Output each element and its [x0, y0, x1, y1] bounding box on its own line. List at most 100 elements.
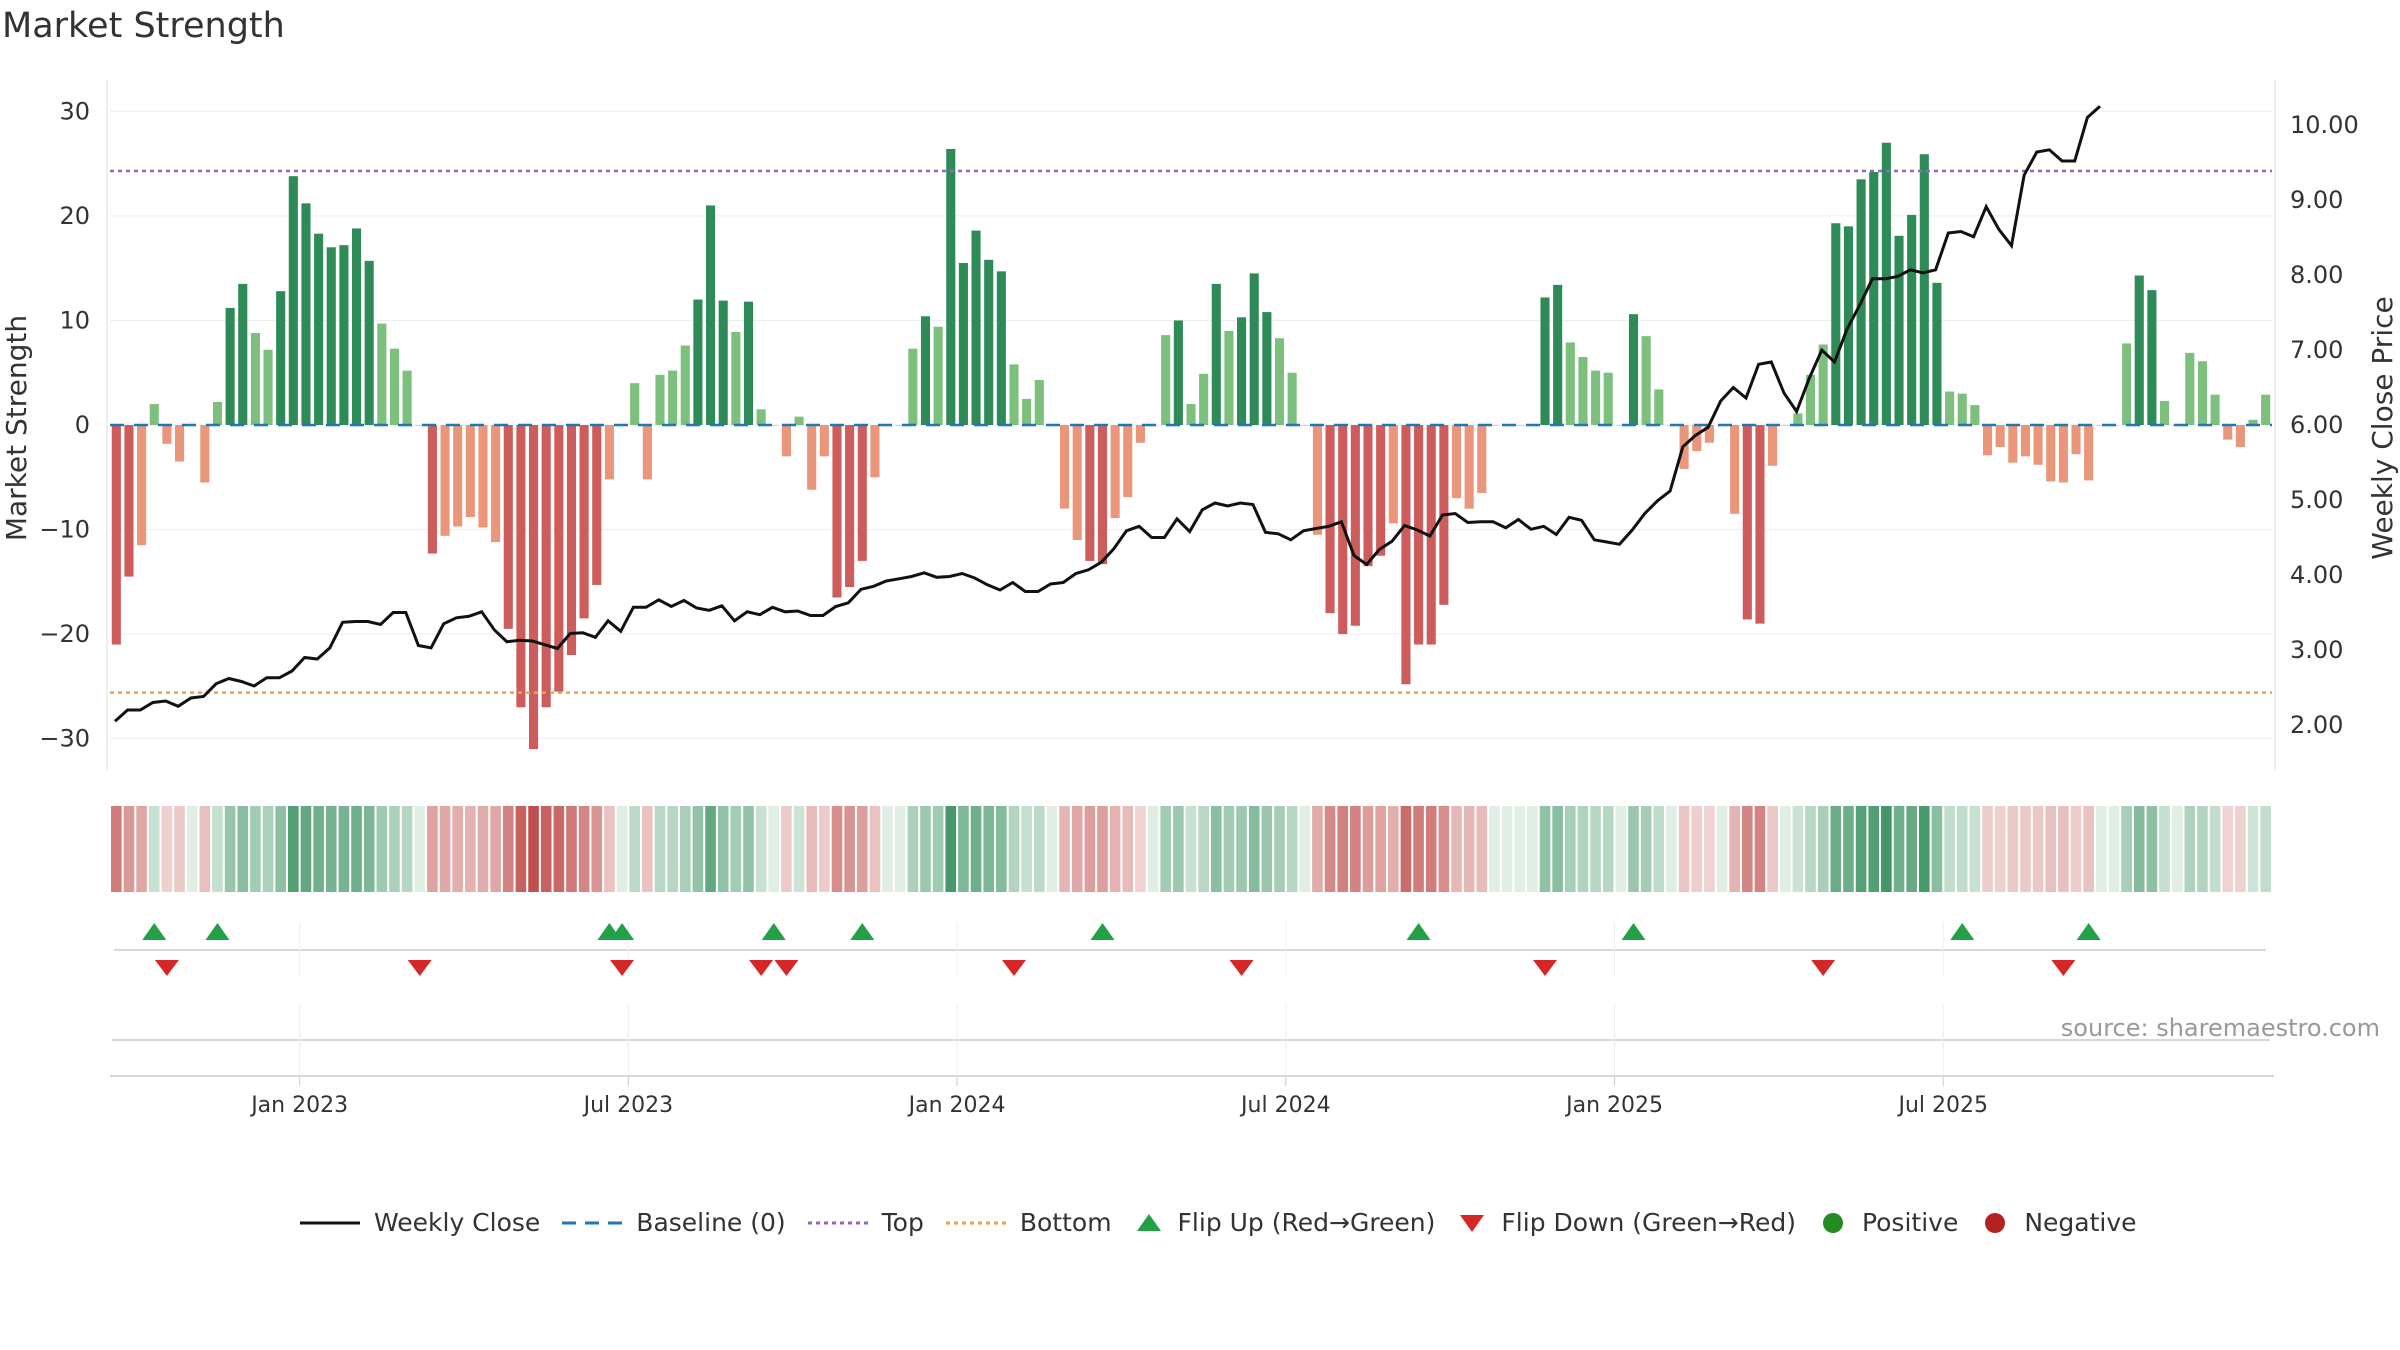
legend-item-bottom[interactable]: Bottom [945, 1208, 1112, 1237]
strength-bar [2020, 425, 2031, 457]
heat-cell [604, 806, 615, 892]
heat-cell [1830, 806, 1842, 892]
red-dot-icon [1985, 1212, 2006, 1233]
y-right-tick-label: 4.00 [2290, 561, 2343, 589]
strength-bar [1603, 372, 1613, 425]
strength-bar [2210, 394, 2220, 425]
legend-item-weekly-close[interactable]: Weekly Close [300, 1208, 540, 1237]
legend-item-negative[interactable]: Negative [1980, 1208, 2137, 1237]
legend-label: Weekly Close [374, 1208, 541, 1237]
legend-item-flip-up[interactable]: Flip Up (Red→Green) [1134, 1208, 1435, 1237]
strength-bar [1704, 425, 1714, 443]
heat-cell [465, 806, 476, 892]
strength-bar [1110, 425, 1120, 519]
heat-cell [1324, 806, 1336, 892]
strength-bar [554, 425, 564, 692]
page-title: Market Strength [2, 6, 285, 46]
legend-item-positive[interactable]: Positive [1818, 1208, 1958, 1237]
heat-cell [819, 806, 830, 892]
heat-cell [1425, 806, 1437, 892]
y-left-tick-label: −20 [39, 620, 90, 648]
strength-bar [389, 348, 400, 425]
y-left-tick-label: −30 [39, 725, 90, 753]
strength-bar [1123, 425, 1133, 498]
legend-label: Positive [1861, 1208, 1959, 1237]
legend-item-top[interactable]: Top [807, 1208, 924, 1237]
heat-cell [389, 806, 400, 892]
legend-item-baseline[interactable]: Baseline (0) [562, 1208, 786, 1237]
heat-cell [490, 806, 501, 892]
line-icon [300, 1221, 360, 1224]
heat-cell [679, 806, 691, 892]
strength-bar [933, 326, 943, 425]
heat-cell [414, 806, 426, 892]
strength-bar [1022, 398, 1032, 425]
heat-cell [161, 806, 173, 892]
strength-bar [162, 425, 172, 444]
legend-label: Top [881, 1208, 924, 1237]
heat-cell [844, 806, 855, 892]
legend-label: Baseline (0) [636, 1208, 786, 1237]
heat-cell [224, 806, 236, 892]
heat-cell [515, 806, 527, 892]
heat-cell [1729, 806, 1740, 892]
heat-cell [250, 806, 261, 892]
strength-bar [1907, 214, 1917, 425]
heat-cell [212, 806, 223, 892]
weekly-close-line [113, 105, 2102, 723]
strength-bar [857, 425, 867, 561]
heat-cell [2032, 806, 2044, 892]
heat-cell [1046, 806, 1058, 892]
strength-bar [225, 307, 235, 425]
flip-up-marker [2076, 923, 2101, 940]
strength-bar [2159, 400, 2170, 425]
strength-bar [1401, 425, 1411, 685]
strength-bar [642, 425, 652, 480]
flip-down-marker [154, 960, 179, 976]
heat-cell [1868, 806, 1880, 892]
heat-cell [136, 806, 147, 892]
strength-bar [1945, 391, 1955, 425]
strength-bar [263, 349, 273, 425]
strength-bar [453, 425, 463, 527]
strength-bar [1957, 393, 1967, 425]
heat-cell [2020, 806, 2031, 892]
heat-cell [1754, 806, 1766, 892]
strength-bar [288, 176, 298, 425]
strength-bar [1211, 283, 1221, 425]
heat-cell [2083, 806, 2094, 892]
heat-cell [477, 806, 489, 892]
strength-bar [1616, 425, 1626, 426]
strength-bar [971, 230, 981, 425]
heat-cell [452, 806, 464, 892]
strength-bar [326, 247, 336, 425]
strength-bar [718, 300, 728, 425]
heat-cell [1615, 806, 1627, 892]
strength-bar [1919, 154, 1929, 425]
heat-cell [1564, 806, 1576, 892]
heat-cell [996, 806, 1007, 892]
strength-bar [276, 291, 286, 425]
heat-cell [768, 806, 780, 892]
heat-cell [1033, 806, 1045, 892]
strength-bar [1034, 380, 1044, 425]
heat-cell [2058, 806, 2069, 892]
strength-bar [1363, 425, 1373, 567]
heat-cell [2159, 806, 2170, 892]
heat-cell [1173, 806, 1184, 892]
strength-bar [1173, 320, 1183, 425]
heat-cell [351, 806, 362, 892]
heat-cell [1805, 806, 1816, 892]
heat-cell [1084, 806, 1096, 892]
heat-cell [288, 806, 299, 892]
legend: Weekly Close Baseline (0) Top Bottom Fli… [300, 1208, 2159, 1237]
heat-cell [2007, 806, 2019, 892]
strength-bar [832, 425, 842, 598]
green-dot-icon [1822, 1212, 1843, 1233]
legend-item-flip-down[interactable]: Flip Down (Green→Red) [1457, 1208, 1796, 1237]
y-right-tick-label: 8.00 [2290, 261, 2343, 289]
strength-bar [2197, 361, 2208, 425]
strength-bar [1540, 297, 1550, 425]
strength-bar [1312, 425, 1322, 535]
heat-cell [1893, 806, 1905, 892]
